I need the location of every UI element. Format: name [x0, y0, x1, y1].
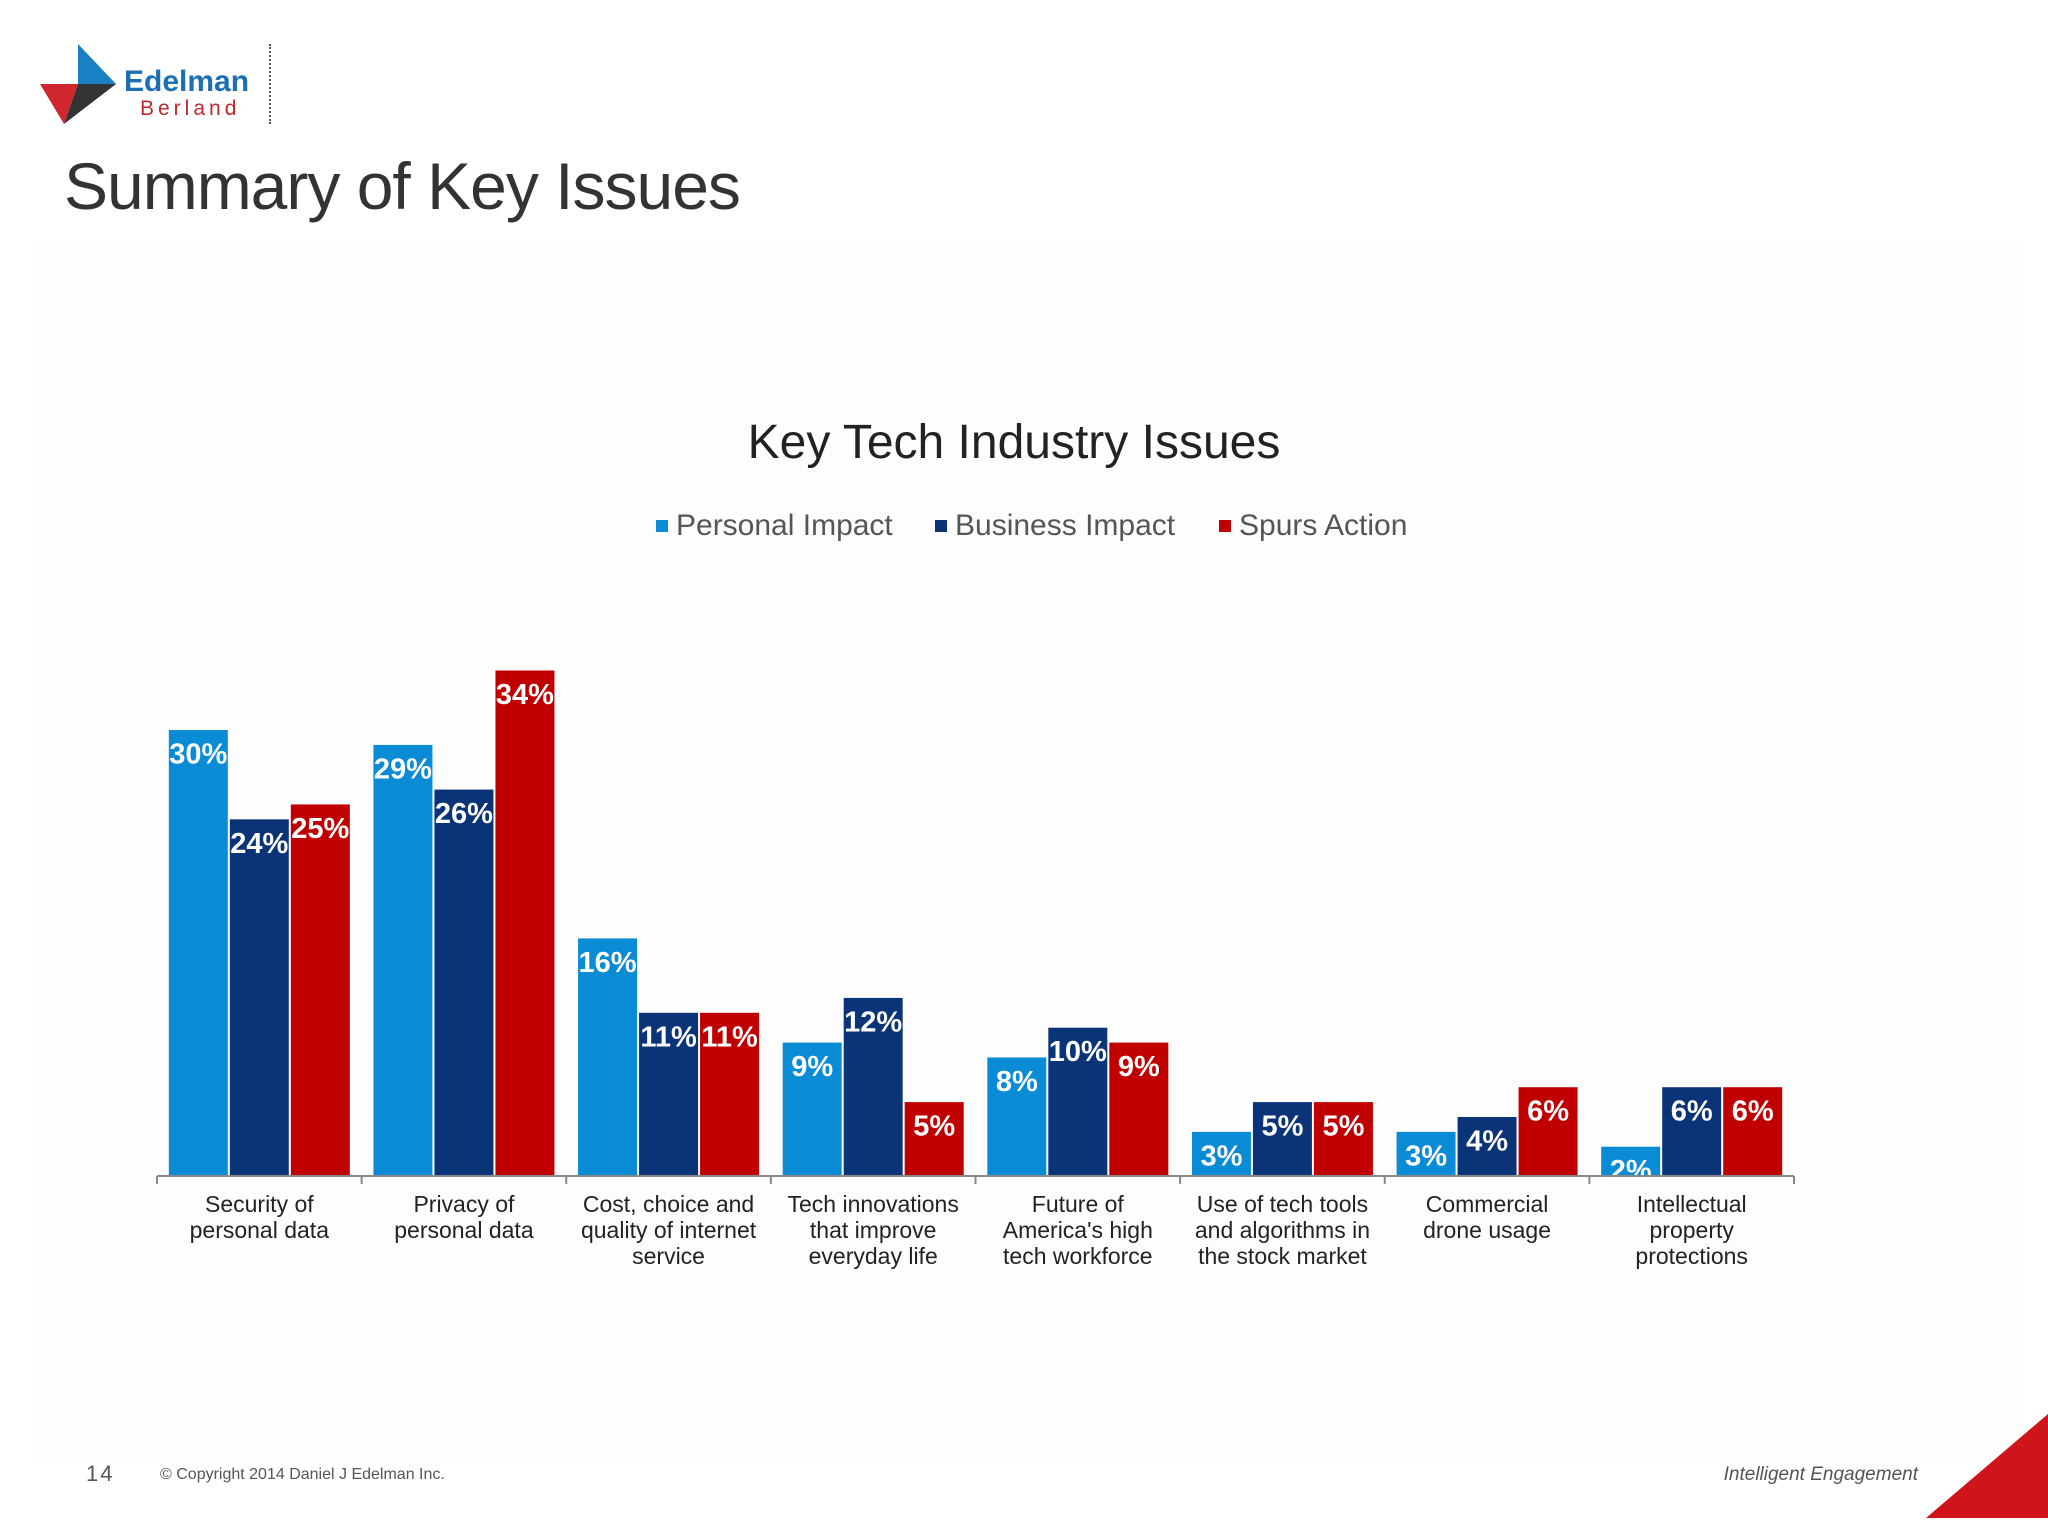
bar-business-impact-1 — [228, 818, 290, 1177]
bar-spurs-action-8 — [1722, 1086, 1784, 1177]
bar-business-impact-2 — [433, 788, 495, 1177]
x-axis — [156, 1175, 1795, 1184]
data-label-spurs-action-2: 34% — [496, 679, 554, 711]
bar-personal-impact-8 — [1600, 1145, 1662, 1177]
data-label-personal-impact-5: 8% — [996, 1066, 1038, 1098]
edelman-logo: Edelman Berland — [36, 40, 296, 130]
bar-business-impact-3 — [638, 1011, 700, 1177]
bar-personal-impact-2 — [372, 743, 434, 1177]
data-label-business-impact-7: 4% — [1466, 1125, 1508, 1157]
bar-personal-impact-5 — [986, 1056, 1048, 1177]
bar-business-impact-6 — [1251, 1101, 1313, 1177]
tagline: Intelligent Engagement — [1723, 1464, 1918, 1485]
data-label-business-impact-3: 11% — [640, 1021, 697, 1053]
bar-spurs-action-5 — [1108, 1041, 1170, 1177]
data-label-personal-impact-8: 2% — [1610, 1155, 1652, 1187]
bars — [167, 669, 1784, 1177]
x-tick-label-6: Use of tech tools and algorithms in the st… — [1195, 1191, 1370, 1269]
logo-brand-sub: Berland — [140, 97, 241, 120]
bar-personal-impact-4 — [781, 1041, 843, 1177]
data-label-spurs-action-7: 6% — [1527, 1096, 1569, 1128]
data-label-business-impact-8: 6% — [1671, 1096, 1713, 1128]
data-label-personal-impact-1: 30% — [169, 739, 227, 771]
data-label-business-impact-6: 5% — [1261, 1111, 1303, 1143]
x-tick-label-2: Privacy of personal data — [394, 1191, 534, 1243]
legend-label-personal-impact: Personal Impact — [676, 509, 893, 542]
x-tick-label-4: Tech innovations that improve everyday lif… — [788, 1191, 959, 1269]
data-label-spurs-action-4: 5% — [913, 1111, 955, 1143]
bar-spurs-action-1 — [289, 803, 351, 1177]
data-label-spurs-action-5: 9% — [1118, 1051, 1160, 1083]
corner-accent-triangle — [1926, 1414, 2048, 1518]
data-label-personal-impact-6: 3% — [1200, 1140, 1242, 1172]
bar-business-impact-7 — [1456, 1115, 1518, 1177]
data-label-personal-impact-7: 3% — [1405, 1140, 1447, 1172]
bar-spurs-action-2 — [494, 669, 556, 1177]
data-label-business-impact-1: 24% — [230, 828, 288, 860]
logo-divider — [269, 44, 271, 124]
copyright-text: © Copyright 2014 Daniel J Edelman Inc. — [160, 1466, 445, 1483]
legend-swatch-spurs-action — [1219, 520, 1231, 532]
data-label-personal-impact-2: 29% — [374, 753, 432, 785]
legend-swatch-personal-impact — [656, 520, 668, 532]
bar-business-impact-5 — [1047, 1026, 1109, 1177]
x-tick-label-7: Commercial drone usage — [1423, 1191, 1551, 1243]
bar-personal-impact-6 — [1190, 1130, 1252, 1177]
bar-personal-impact-1 — [167, 729, 229, 1177]
data-label-business-impact-2: 26% — [435, 798, 493, 830]
bar-spurs-action-4 — [903, 1101, 965, 1177]
logo-brand-name: Edelman — [124, 65, 250, 98]
bar-spurs-action-7 — [1517, 1086, 1579, 1177]
data-label-business-impact-4: 12% — [844, 1006, 902, 1038]
data-label-business-impact-5: 10% — [1049, 1036, 1107, 1068]
data-label-spurs-action-8: 6% — [1732, 1096, 1774, 1128]
bar-business-impact-4 — [842, 996, 904, 1177]
bar-personal-impact-7 — [1395, 1130, 1457, 1177]
x-tick-label-3: Cost, choice and quality of internet servi… — [581, 1191, 757, 1269]
data-label-spurs-action-1: 25% — [291, 813, 349, 845]
data-label-personal-impact-4: 9% — [791, 1051, 833, 1083]
bar-business-impact-8 — [1661, 1086, 1723, 1177]
legend-label-business-impact: Business Impact — [955, 509, 1176, 542]
data-label-personal-impact-3: 16% — [579, 947, 637, 979]
data-labels: 30% 24% 25% 29%26% 34% 16% 11% 11% 9% 12% 5% 8% 10% 9… — [169, 679, 1774, 1187]
page-number: 14 — [86, 1461, 115, 1486]
bar-spurs-action-6 — [1312, 1101, 1374, 1177]
legend-label-spurs-action: Spurs Action — [1239, 509, 1407, 542]
legend: Personal Impact Business Impact Spurs Acti… — [656, 509, 1407, 542]
bar-spurs-action-3 — [699, 1011, 761, 1177]
data-label-spurs-action-3: 11% — [701, 1021, 758, 1053]
chart-title: Key Tech Industry Issues — [748, 416, 1281, 469]
chart-panel — [32, 240, 2022, 1460]
x-tick-labels: Security of personal data Privacy of person… — [190, 1191, 1748, 1269]
slide-title: Summary of Key Issues — [64, 149, 741, 223]
x-tick-label-1: Security of personal data — [190, 1191, 330, 1243]
x-tick-label-8: Intellectual property protections — [1635, 1191, 1748, 1269]
legend-swatch-business-impact — [935, 520, 947, 532]
data-label-spurs-action-6: 5% — [1322, 1111, 1364, 1143]
logo-mark-icon — [40, 44, 116, 124]
x-tick-label-5: Future of America's high tech workforce — [1003, 1191, 1153, 1269]
